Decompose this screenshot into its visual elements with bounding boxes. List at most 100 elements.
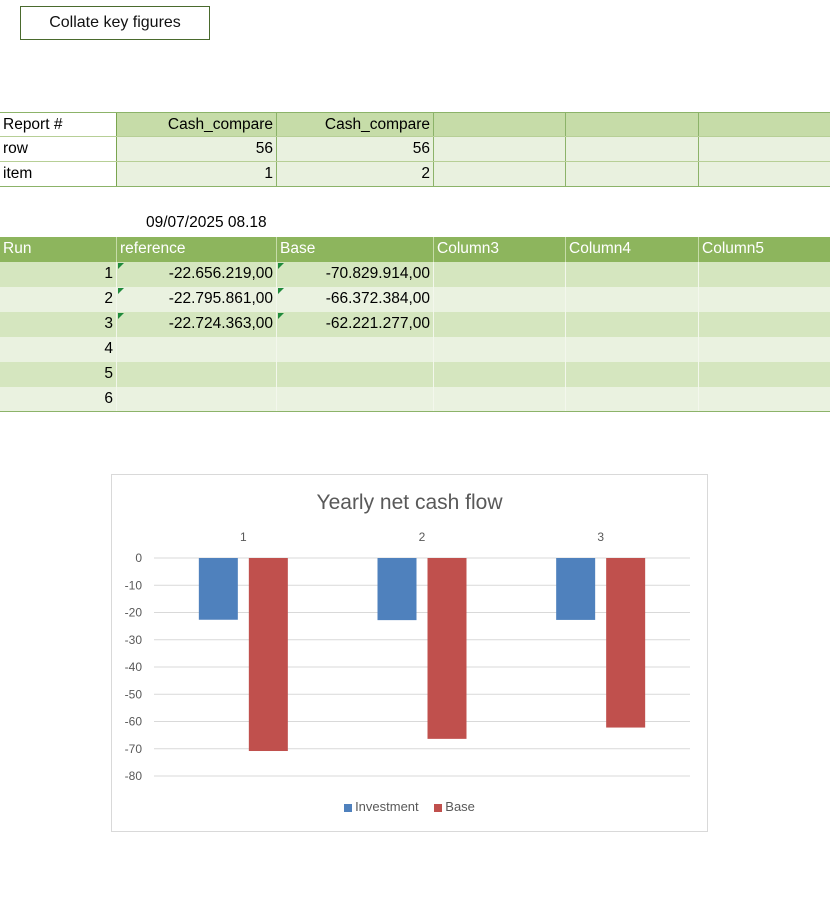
summary-row-report: Report # Cash_compare Cash_compare (0, 112, 830, 137)
column-header-reference[interactable]: reference (117, 237, 277, 262)
table-cell-base[interactable] (277, 362, 434, 387)
column-header-column5[interactable]: Column5 (702, 240, 765, 257)
bar-base-3 (606, 558, 646, 728)
table-row: 2 -22.795.861,00 -66.372.384,00 (0, 287, 830, 312)
table-cell-c5[interactable] (699, 262, 830, 287)
table-cell-c5[interactable] (699, 387, 830, 411)
table-row: 1 -22.656.219,00 -70.829.914,00 (0, 262, 830, 287)
y-tick-label: -30 (125, 633, 143, 647)
table-cell-c3[interactable] (434, 262, 566, 287)
summary-cell[interactable]: 56 (117, 137, 277, 161)
table-cell-run[interactable]: 5 (0, 362, 117, 387)
legend-label: Investment (355, 799, 419, 814)
legend-item-base: Base (434, 799, 475, 814)
error-indicator-icon (278, 288, 284, 294)
summary-cell[interactable] (566, 137, 699, 161)
column-header-run[interactable]: Run (0, 237, 117, 262)
timestamp[interactable]: 09/07/2025 08.18 (146, 214, 267, 231)
summary-cell[interactable]: Report # (0, 113, 117, 136)
table-cell-c3[interactable] (434, 362, 566, 387)
table-cell-base[interactable]: -66.372.384,00 (277, 287, 434, 312)
table-cell-c5[interactable] (699, 337, 830, 362)
error-indicator-icon (118, 288, 124, 294)
table-cell-base[interactable]: -70.829.914,00 (277, 262, 434, 287)
table-cell-c4[interactable] (566, 337, 699, 362)
table-row: 5 (0, 362, 830, 387)
table-cell-c4[interactable] (566, 287, 699, 312)
column-header-column3[interactable]: Column3 (434, 237, 566, 262)
table-cell-run[interactable]: 1 (0, 262, 117, 287)
summary-cell[interactable] (566, 113, 699, 136)
y-tick-label: -20 (125, 606, 143, 620)
chart-title: Yearly net cash flow (316, 491, 503, 514)
x-tick-label: 3 (597, 530, 604, 544)
table-cell-c5[interactable] (699, 287, 830, 312)
table-cell-base[interactable] (277, 387, 434, 411)
table-cell-base[interactable] (277, 337, 434, 362)
table-cell-run[interactable]: 6 (0, 387, 117, 411)
table-cell-c3[interactable] (434, 337, 566, 362)
table-cell-c3[interactable] (434, 387, 566, 411)
error-indicator-icon (118, 263, 124, 269)
bar-investment-2 (377, 558, 417, 621)
legend-item-investment: Investment (344, 799, 419, 814)
table-row: 6 (0, 387, 830, 412)
bar-investment-1 (198, 558, 238, 620)
table-cell-reference[interactable] (117, 362, 277, 387)
table-cell-run[interactable]: 2 (0, 287, 117, 312)
error-indicator-icon (278, 263, 284, 269)
error-indicator-icon (118, 313, 124, 319)
summary-cell[interactable] (699, 113, 830, 136)
summary-cell[interactable]: 56 (277, 137, 434, 161)
cash-flow-chart[interactable]: Yearly net cash flow 0 -10 -20 -30 -40 -50 -60… (111, 474, 708, 832)
table-cell-reference[interactable]: -22.724.363,00 (117, 312, 277, 337)
table-row: 4 (0, 337, 830, 362)
summary-cell[interactable] (566, 162, 699, 186)
table-cell-base[interactable]: -62.221.277,00 (277, 312, 434, 337)
chart-plot: 0 -10 -20 -30 -40 -50 -60 -70 -80 1 2 3 (125, 530, 690, 783)
table-cell-reference[interactable] (117, 387, 277, 411)
y-tick-label: -50 (125, 687, 143, 701)
bar-base-2 (427, 558, 467, 739)
summary-cell[interactable]: Cash_compare (277, 113, 434, 136)
table-cell-run[interactable]: 3 (0, 312, 117, 337)
x-tick-label: 2 (419, 530, 426, 544)
summary-cell[interactable]: 2 (277, 162, 434, 186)
summary-cell[interactable]: 1 (117, 162, 277, 186)
run-table-header: Run reference Base Column3 Column4 Colum… (0, 237, 830, 262)
table-cell-c5[interactable] (699, 312, 830, 337)
table-cell-c5[interactable] (699, 362, 830, 387)
summary-cell[interactable]: row (0, 137, 117, 161)
column-header-column4[interactable]: Column4 (566, 237, 699, 262)
table-cell-reference[interactable] (117, 337, 277, 362)
table-row: 3 -22.724.363,00 -62.221.277,00 (0, 312, 830, 337)
legend-label: Base (445, 799, 475, 814)
summary-cell[interactable]: item (0, 162, 117, 186)
table-cell-run[interactable]: 4 (0, 337, 117, 362)
y-tick-label: 0 (135, 551, 142, 565)
table-cell-c4[interactable] (566, 312, 699, 337)
column-header-base[interactable]: Base (277, 237, 434, 262)
chart-legend: Investment Base (112, 799, 707, 814)
y-tick-label: -10 (125, 578, 143, 592)
y-tick-label: -70 (125, 742, 143, 756)
legend-swatch-base (434, 803, 443, 812)
table-cell-c4[interactable] (566, 262, 699, 287)
table-cell-reference[interactable]: -22.795.861,00 (117, 287, 277, 312)
summary-cell[interactable] (434, 137, 566, 161)
collate-key-figures-button[interactable]: Collate key figures (20, 6, 210, 40)
table-cell-c3[interactable] (434, 312, 566, 337)
summary-cell[interactable] (699, 162, 830, 186)
table-cell-c4[interactable] (566, 362, 699, 387)
table-cell-c3[interactable] (434, 287, 566, 312)
summary-cell[interactable] (699, 137, 830, 161)
y-tick-label: -40 (125, 660, 143, 674)
legend-swatch-investment (344, 803, 353, 812)
summary-row-row: row 56 56 (0, 137, 830, 162)
table-cell-c4[interactable] (566, 387, 699, 411)
summary-cell[interactable]: Cash_compare (117, 113, 277, 136)
table-cell-reference[interactable]: -22.656.219,00 (117, 262, 277, 287)
summary-cell[interactable] (434, 113, 566, 136)
summary-cell[interactable] (434, 162, 566, 186)
x-tick-label: 1 (240, 530, 247, 544)
